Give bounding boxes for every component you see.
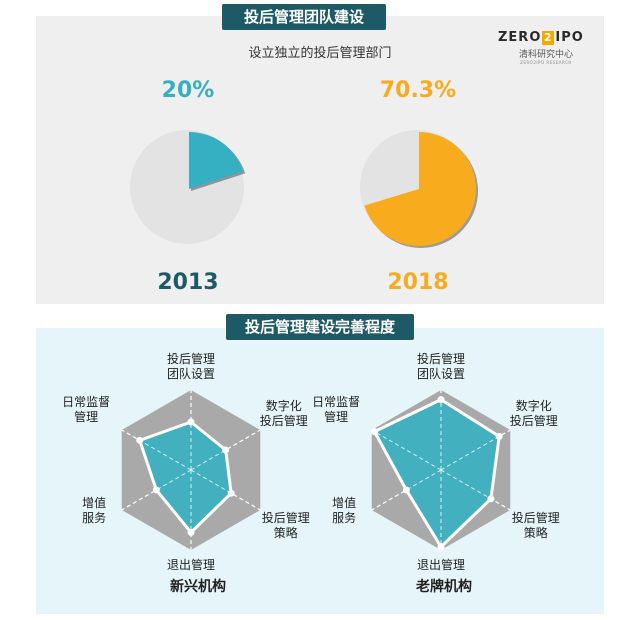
radar-1-axis-label-4: 退出管理 [161, 558, 221, 573]
section-title-team: 投后管理团队建设 [222, 4, 386, 30]
radar-2-spoke-overlay-3 [440, 469, 511, 511]
radar-2-axis-label-2-line-2: 投后管理 [509, 413, 558, 428]
pie-2013-value-slice [189, 132, 244, 189]
radar-1-point-3 [227, 489, 235, 497]
radar-2-point-1 [437, 396, 445, 404]
radar-1-axis-label-1: 投后管理 团队设置 [161, 352, 221, 382]
radar-1-name: 新兴机构 [170, 579, 226, 595]
pie-2013-year-label: 2013 [157, 270, 219, 295]
radar-1-spoke-overlay-6 [121, 429, 192, 471]
radar-1-spoke-overlay-2 [190, 429, 261, 471]
radar-1-axis-label-3-line-2: 策略 [273, 526, 298, 541]
radar-1-axis-label-4-line-1: 退出管理 [166, 558, 215, 573]
logo-subtitle: 清科研究中心 [518, 50, 573, 60]
radar-1-axis-label-6-line-2: 管理 [74, 409, 99, 424]
radar-2-point-5 [402, 486, 410, 494]
radar-2-spoke-overlay-6 [371, 429, 442, 471]
logo-text-right: IPO [555, 30, 584, 45]
logo-tagline: ZERO2IPO RESEARCH [520, 60, 572, 65]
radar-1-axis-label-5-line-1: 增值 [82, 496, 107, 511]
radar-2-axis-label-4-line-1: 退出管理 [416, 558, 465, 573]
section-title-maturity: 投后管理建设完善程度 [226, 314, 414, 340]
radar-2-point-3 [487, 495, 495, 503]
pie-2018-value-slice [364, 132, 476, 246]
pie-2018-year-label: 2018 [387, 270, 449, 295]
radar-1-point-2 [222, 446, 230, 454]
logo-box: 2 [542, 30, 555, 45]
radar-2-axis-label-4: 退出管理 [411, 558, 471, 573]
radar-2-axis-label-5-line-2: 服务 [332, 511, 357, 526]
radar-1-point-5 [152, 486, 160, 494]
radar-1-spoke-overlay-5 [121, 469, 192, 511]
radar-1-axis-label-1-line-1: 投后管理 [166, 351, 215, 366]
radar-2-axis-label-6: 日常监督 管理 [306, 395, 366, 425]
zero2ipo-logo: ZERO 2 IPO 清科研究中心 ZERO2IPO RESEARCH [498, 30, 594, 70]
radar-2-axis-label-2: 数字化 投后管理 [504, 399, 564, 429]
radar-2-point-2 [495, 432, 503, 440]
pie-2018-value-label: 70.3% [379, 78, 457, 103]
radar-2-point-4 [437, 543, 445, 551]
logo-text-left: ZERO [498, 30, 542, 45]
radar-1-axis-label-3: 投后管理 策略 [256, 511, 316, 541]
radar-1-axis-label-1-line-2: 团队设置 [166, 366, 215, 381]
radar-2-axis-label-3: 投后管理 策略 [506, 511, 566, 541]
radar-2-axis-label-2-line-1: 数字化 [515, 398, 552, 413]
radar-2-axis-label-5-line-1: 增值 [332, 496, 357, 511]
adoption-panel [36, 16, 604, 304]
radar-2-axis-label-1-line-1: 投后管理 [416, 351, 465, 366]
radar-1-axis-label-6-line-1: 日常监督 [62, 394, 111, 409]
radar-1-point-6 [136, 436, 144, 444]
pie-2013-value-label: 20% [161, 78, 215, 103]
radar-1-axis-label-5: 增值 服务 [64, 496, 124, 526]
radar-2-axis-label-3-line-2: 策略 [523, 526, 548, 541]
radar-2-axis-label-1-line-2: 团队设置 [416, 366, 465, 381]
radar-2-axis-label-6-line-1: 日常监督 [312, 394, 361, 409]
radar-1-axis-label-2-line-2: 投后管理 [259, 413, 308, 428]
radar-2-axis-label-3-line-1: 投后管理 [511, 511, 560, 526]
radar-2-axis-label-1: 投后管理 团队设置 [411, 352, 471, 382]
radar-2-axis-label-5: 增值 服务 [314, 496, 374, 526]
radar-2-spoke-overlay-5 [371, 469, 442, 511]
radar-1-axis-label-5-line-2: 服务 [82, 511, 107, 526]
radar-1-spoke-overlay-3 [190, 469, 261, 511]
radar-2-point-6 [370, 428, 378, 436]
radar-1-axis-label-2-line-1: 数字化 [265, 398, 302, 413]
radar-2-axis-label-6-line-2: 管理 [324, 409, 349, 424]
radar-2-name: 老牌机构 [416, 579, 472, 595]
radar-1-point-1 [187, 418, 195, 426]
radar-1-axis-label-2: 数字化 投后管理 [254, 399, 314, 429]
section-subtitle: 设立独立的投后管理部门 [248, 46, 392, 61]
radar-1-point-4 [187, 528, 195, 536]
radar-1-axis-label-6: 日常监督 管理 [56, 395, 116, 425]
radar-1-axis-label-3-line-1: 投后管理 [261, 511, 310, 526]
